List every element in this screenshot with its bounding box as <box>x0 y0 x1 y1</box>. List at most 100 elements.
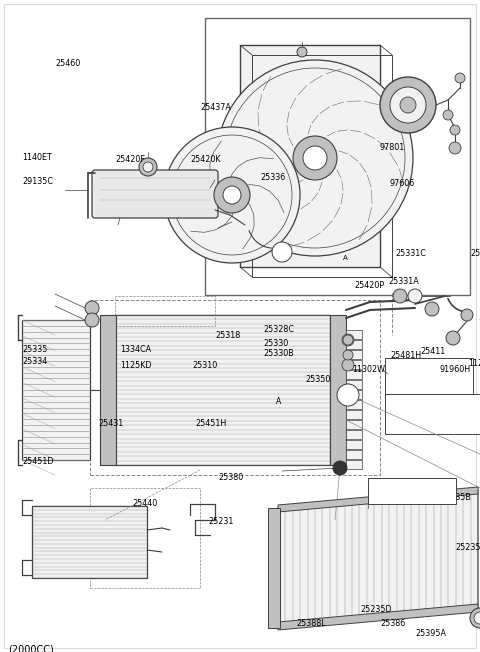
Circle shape <box>425 302 439 316</box>
Bar <box>346 400 362 409</box>
Bar <box>346 410 362 419</box>
Text: (2000CC): (2000CC) <box>8 644 54 652</box>
Circle shape <box>342 334 354 346</box>
Polygon shape <box>278 604 478 630</box>
Circle shape <box>449 142 461 154</box>
Text: 25395A: 25395A <box>415 629 446 638</box>
Text: 1140ET: 1140ET <box>22 153 52 162</box>
Bar <box>100 315 116 465</box>
Text: 25380: 25380 <box>218 473 243 481</box>
Text: 25481H: 25481H <box>390 351 421 361</box>
Text: 1125KD: 1125KD <box>120 361 152 370</box>
FancyBboxPatch shape <box>92 170 218 218</box>
Text: 11302W: 11302W <box>352 366 385 374</box>
Polygon shape <box>278 487 478 512</box>
Text: 25411: 25411 <box>420 348 445 357</box>
Circle shape <box>342 384 354 396</box>
Text: 25231: 25231 <box>208 518 233 527</box>
Text: 29135C: 29135C <box>22 177 53 186</box>
Bar <box>205 18 470 295</box>
Circle shape <box>223 186 241 204</box>
Text: 1334CA: 1334CA <box>120 346 151 355</box>
Text: 25420K: 25420K <box>190 155 220 164</box>
Circle shape <box>461 309 473 321</box>
Text: 25334: 25334 <box>22 357 47 366</box>
Circle shape <box>143 162 153 172</box>
Text: 25331C: 25331C <box>470 250 480 258</box>
Text: 25451H: 25451H <box>195 419 226 428</box>
Text: A: A <box>276 396 282 406</box>
Text: 25385B: 25385B <box>440 492 471 501</box>
Circle shape <box>343 350 353 360</box>
Circle shape <box>139 158 157 176</box>
Text: 25460: 25460 <box>55 59 80 68</box>
Bar <box>346 420 362 429</box>
Bar <box>346 450 362 459</box>
Circle shape <box>408 289 422 303</box>
Text: 25420F: 25420F <box>115 155 145 164</box>
Text: 25388L: 25388L <box>296 619 325 629</box>
Bar <box>346 460 362 469</box>
Bar <box>115 315 330 465</box>
Text: 25331C: 25331C <box>395 250 426 258</box>
Circle shape <box>342 359 354 371</box>
Bar <box>346 340 362 349</box>
Text: 25330: 25330 <box>263 340 288 349</box>
Bar <box>252 55 392 277</box>
Circle shape <box>400 97 416 113</box>
Circle shape <box>164 127 300 263</box>
Bar <box>346 330 362 339</box>
Text: 25235D: 25235D <box>360 606 392 614</box>
Circle shape <box>272 242 292 262</box>
Bar <box>240 45 380 267</box>
Circle shape <box>214 177 250 213</box>
Circle shape <box>343 335 353 345</box>
Bar <box>115 296 215 326</box>
Text: 97801: 97801 <box>380 143 405 153</box>
Text: 1129AF: 1129AF <box>468 359 480 368</box>
Text: 25310: 25310 <box>192 361 217 370</box>
Bar <box>346 350 362 359</box>
Text: 25350: 25350 <box>305 376 330 385</box>
Text: 25386: 25386 <box>380 619 405 629</box>
Bar <box>32 506 147 578</box>
Text: 25328C: 25328C <box>263 325 294 334</box>
Circle shape <box>446 331 460 345</box>
Bar <box>346 370 362 379</box>
Circle shape <box>380 77 436 133</box>
Bar <box>368 478 456 504</box>
Circle shape <box>303 146 327 170</box>
Text: 25437A: 25437A <box>200 102 231 111</box>
Text: 91960H: 91960H <box>440 366 471 374</box>
Bar <box>346 440 362 449</box>
Bar <box>90 300 380 475</box>
Circle shape <box>85 313 99 327</box>
Text: 25330B: 25330B <box>263 349 294 359</box>
Circle shape <box>443 110 453 120</box>
Text: A: A <box>343 255 348 261</box>
Bar <box>346 430 362 439</box>
Circle shape <box>390 87 426 123</box>
Circle shape <box>297 47 307 57</box>
Circle shape <box>333 461 347 475</box>
Circle shape <box>337 384 359 406</box>
Text: 1799JG: 1799JG <box>478 319 480 329</box>
Text: 97606: 97606 <box>390 179 415 188</box>
Text: 25318: 25318 <box>215 331 240 340</box>
Circle shape <box>393 289 407 303</box>
Bar <box>22 320 90 460</box>
Bar <box>385 358 473 394</box>
Text: 25420P: 25420P <box>354 282 384 291</box>
Circle shape <box>293 136 337 180</box>
Text: 25235: 25235 <box>455 542 480 552</box>
Text: 25331A: 25331A <box>388 278 419 286</box>
Text: 25440: 25440 <box>132 499 157 509</box>
Text: 25336: 25336 <box>260 173 285 183</box>
Bar <box>330 315 346 465</box>
Polygon shape <box>278 490 478 628</box>
Circle shape <box>450 125 460 135</box>
Circle shape <box>85 301 99 315</box>
Bar <box>385 394 480 434</box>
Circle shape <box>217 60 413 256</box>
Circle shape <box>474 612 480 624</box>
